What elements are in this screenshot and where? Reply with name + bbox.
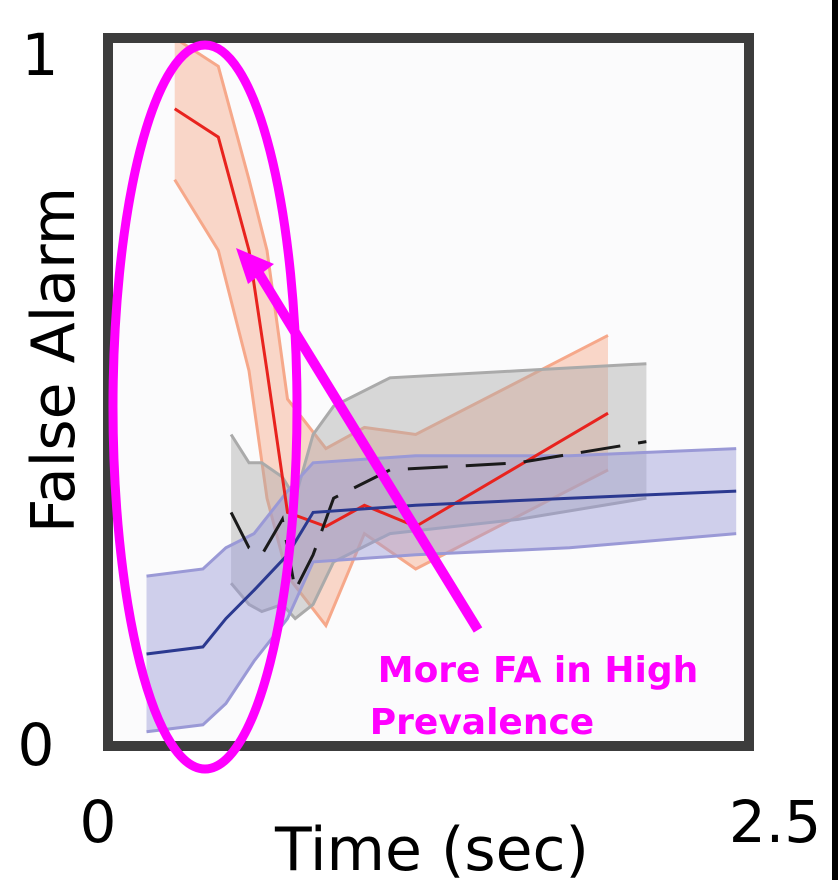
series-2-band-lower-edge bbox=[229, 496, 647, 621]
x-tick-label-max: 2.5 bbox=[729, 788, 821, 856]
y-tick-label-min: 0 bbox=[18, 711, 55, 779]
annotation-text-line1: More FA in High bbox=[378, 650, 698, 691]
y-axis-label: False Alarm bbox=[19, 187, 89, 533]
y-tick-label-max: 1 bbox=[22, 21, 59, 89]
right-edge-bar bbox=[832, 0, 838, 880]
annotation-arrow-head bbox=[236, 248, 274, 284]
plot-frame bbox=[103, 33, 754, 751]
plot-area-background bbox=[108, 38, 749, 746]
highlight-ellipse bbox=[108, 40, 302, 774]
series-2-band bbox=[231, 363, 647, 619]
x-axis-label: Time (sec) bbox=[274, 815, 589, 880]
series-1-line bbox=[173, 107, 609, 529]
series-3-band-lower-edge bbox=[146, 532, 737, 734]
series-3-band-upper-edge bbox=[146, 447, 737, 578]
annotation-text-line2: Prevalence bbox=[370, 702, 594, 743]
series-2-band-upper-edge bbox=[229, 362, 647, 502]
annotation-arrow-shaft bbox=[253, 269, 483, 633]
series-2-line bbox=[229, 440, 647, 595]
series-1-band-upper-edge bbox=[173, 36, 609, 451]
x-tick-label-min: 0 bbox=[80, 788, 117, 856]
